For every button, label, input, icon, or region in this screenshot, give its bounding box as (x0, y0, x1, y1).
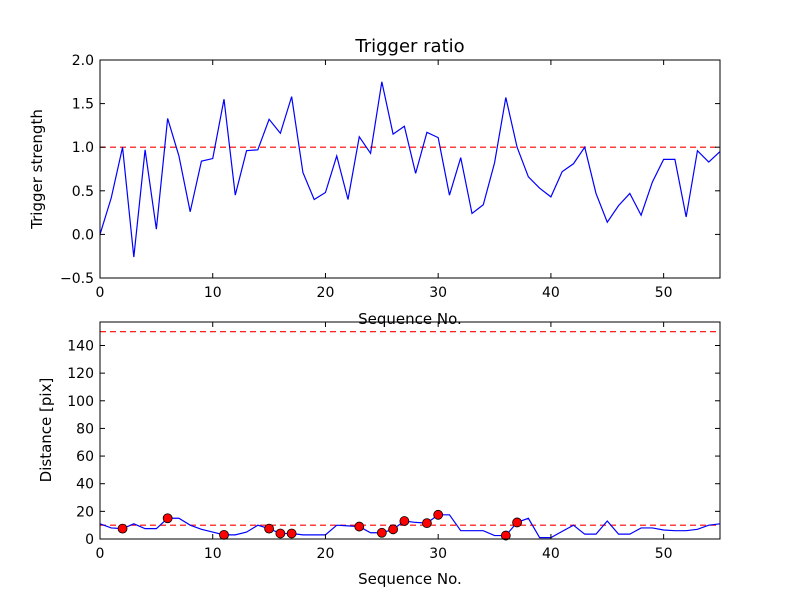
x-tick-label: 30 (429, 546, 447, 562)
plot-frame (99, 59, 721, 279)
y-tick-label: 0.0 (72, 227, 94, 243)
y-tick-label: 1.0 (72, 140, 94, 156)
x-tick-label: 10 (204, 546, 222, 562)
y-axis-label: Trigger strength (28, 109, 46, 230)
y-tick-label: 140 (67, 338, 94, 354)
x-tick-label: 50 (655, 285, 673, 301)
x-tick-label: 50 (655, 546, 673, 562)
x-tick-label: 40 (542, 285, 560, 301)
y-tick-label: 100 (67, 394, 94, 410)
series-line (99, 81, 721, 258)
y-tick-label: 40 (76, 477, 94, 493)
x-axis-label: Sequence No. (358, 310, 462, 328)
triggered-point (264, 523, 274, 534)
trigger-ratio-plot: Trigger ratio 0 10 20 30 40 50 −0.5 0.0 0.5 1.0 1.… (28, 36, 721, 328)
y-tick-label: 120 (67, 366, 94, 382)
x-axis-label: Sequence No. (358, 570, 462, 588)
triggered-point (117, 523, 128, 534)
chart-title: Trigger ratio (354, 36, 464, 57)
y-axis-label: Distance [pix] (37, 378, 55, 483)
y-tick-label: 60 (76, 449, 94, 465)
y-tick-label: 20 (76, 504, 94, 520)
triggered-point (275, 528, 286, 539)
x-tick-label: 0 (96, 285, 105, 301)
x-tick-label: 20 (317, 546, 335, 562)
series-line (99, 514, 721, 539)
triggered-point (219, 529, 229, 540)
triggered-point (286, 528, 297, 539)
x-tick-label: 20 (317, 285, 335, 301)
y-tick-label: 80 (76, 421, 94, 437)
y-tick-label: −0.5 (60, 271, 94, 287)
y-tick-label: 1.5 (72, 97, 94, 113)
x-tick-label: 10 (204, 285, 222, 301)
x-tick-label: 30 (429, 285, 447, 301)
y-tick-label: 0 (85, 532, 94, 548)
triggered-point (388, 524, 398, 535)
triggered-point (500, 530, 511, 541)
triggered-point (162, 513, 173, 524)
triggered-point (376, 527, 387, 538)
triggered-point (422, 518, 432, 529)
x-tick-label: 40 (542, 546, 560, 562)
y-tick-label: 2.0 (72, 53, 94, 69)
triggered-point (354, 521, 365, 532)
triggered-point (512, 517, 522, 528)
triggered-point (433, 509, 444, 520)
triggered-point (399, 516, 410, 526)
x-tick-label: 0 (96, 546, 105, 562)
distance-plot: 0 10 20 30 40 50 0 20 40 60 80 100 120 140 Sequence N… (37, 321, 721, 588)
plot-frame (99, 321, 721, 540)
y-tick-label: 0.5 (72, 184, 94, 200)
